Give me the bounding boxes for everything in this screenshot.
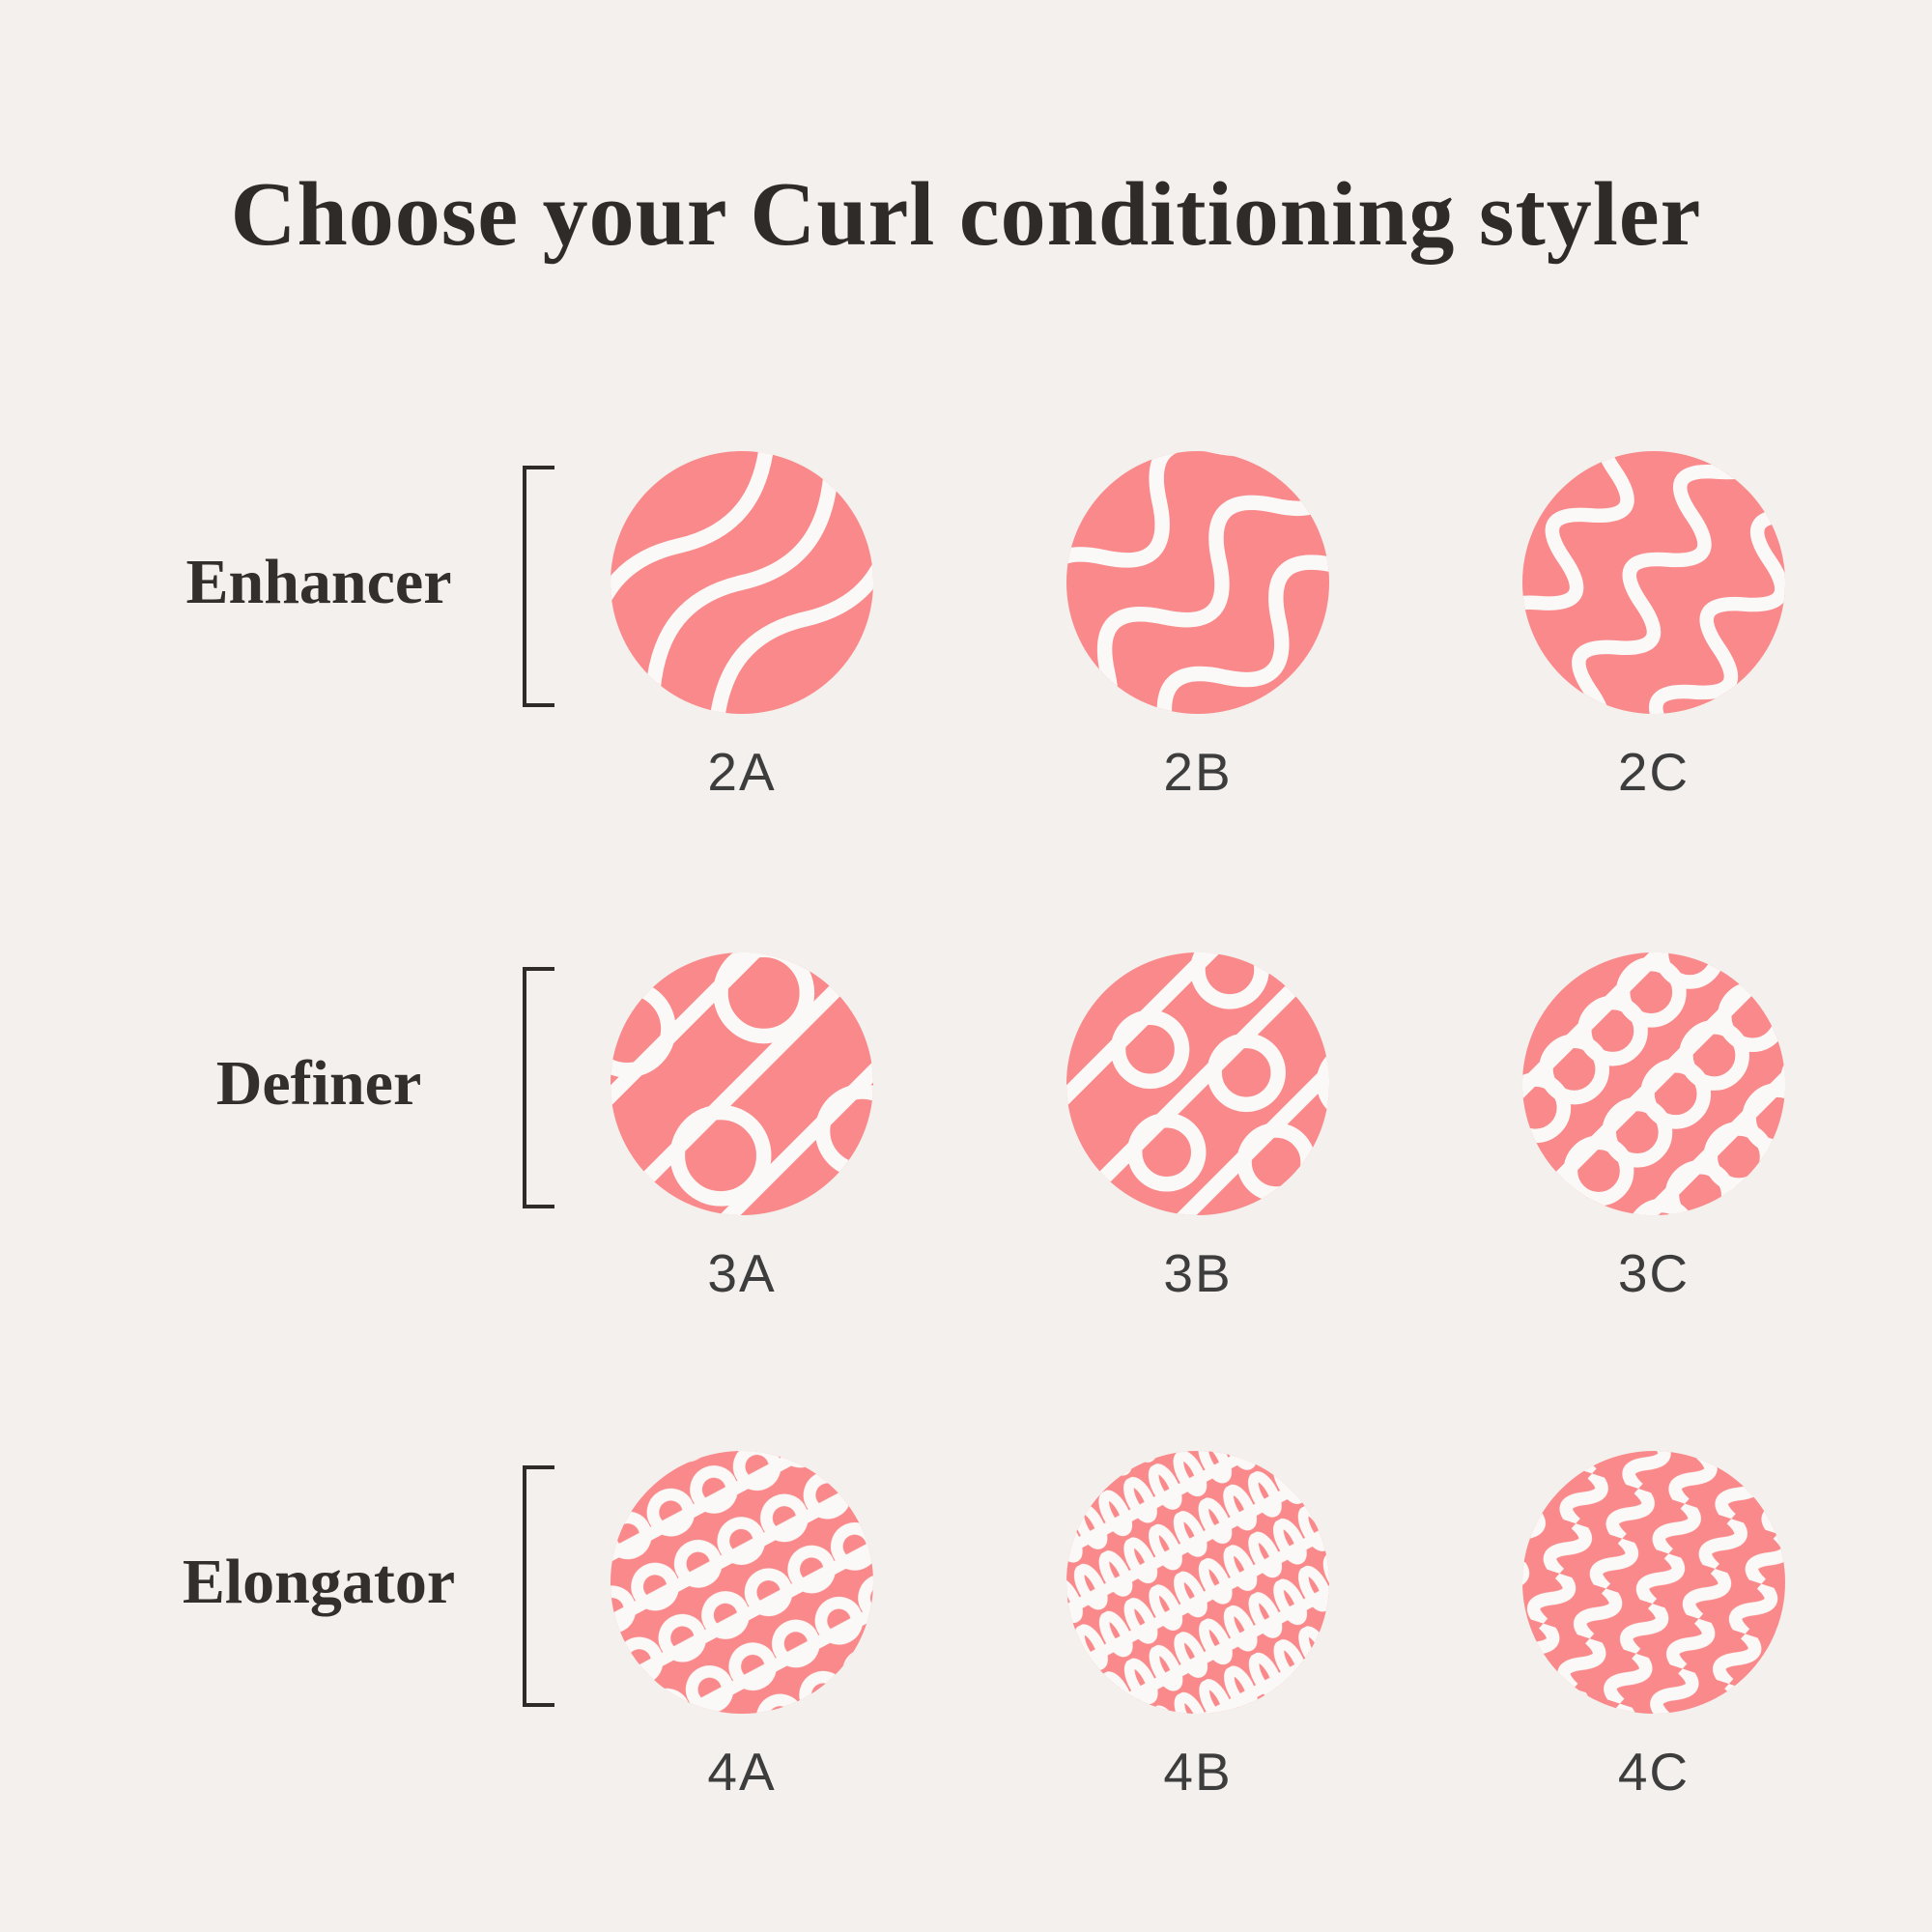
page-title: Choose your Curl conditioning styler — [230, 164, 1702, 265]
curl-code-label: 2B — [1163, 742, 1233, 802]
row-label-definer: Definer — [215, 1048, 422, 1119]
bracket-icon — [523, 1465, 554, 1707]
curl-code-label: 3A — [707, 1243, 777, 1303]
loose-loop-curl-icon — [611, 952, 873, 1215]
bracket-icon — [523, 466, 554, 707]
coily-loop-curl-icon — [611, 1451, 873, 1714]
wavy-curl-icon — [1066, 451, 1329, 714]
curl-option-4b[interactable] — [1066, 1451, 1329, 1714]
loopy-curl-icon — [1066, 952, 1329, 1215]
curl-code-label: 3C — [1617, 1243, 1690, 1303]
curl-option-4a[interactable] — [611, 1451, 873, 1714]
curl-code-label: 2A — [707, 742, 777, 802]
curl-code-label: 4B — [1163, 1742, 1233, 1802]
curl-option-3a[interactable] — [611, 952, 873, 1215]
curl-code-label: 2C — [1617, 742, 1690, 802]
zigzag-coil-curl-icon — [1522, 1451, 1785, 1714]
bracket-icon — [523, 967, 554, 1208]
curl-option-3b[interactable] — [1066, 952, 1329, 1215]
curl-option-3c[interactable] — [1522, 952, 1785, 1215]
curl-code-label: 3B — [1163, 1243, 1233, 1303]
loose-wave-curl-icon — [611, 451, 873, 714]
curl-option-4c[interactable] — [1522, 1451, 1785, 1714]
curl-code-label: 4C — [1617, 1742, 1690, 1802]
curl-option-2b[interactable] — [1066, 451, 1329, 714]
tight-wave-curl-icon — [1522, 451, 1785, 714]
curl-code-label: 4A — [707, 1742, 777, 1802]
tight-coil-curl-icon — [1066, 1451, 1329, 1714]
row-label-elongator: Elongator — [182, 1547, 456, 1617]
row-label-enhancer: Enhancer — [185, 547, 452, 617]
curl-option-2a[interactable] — [611, 451, 873, 714]
corkscrew-curl-icon — [1522, 952, 1785, 1215]
curl-option-2c[interactable] — [1522, 451, 1785, 714]
